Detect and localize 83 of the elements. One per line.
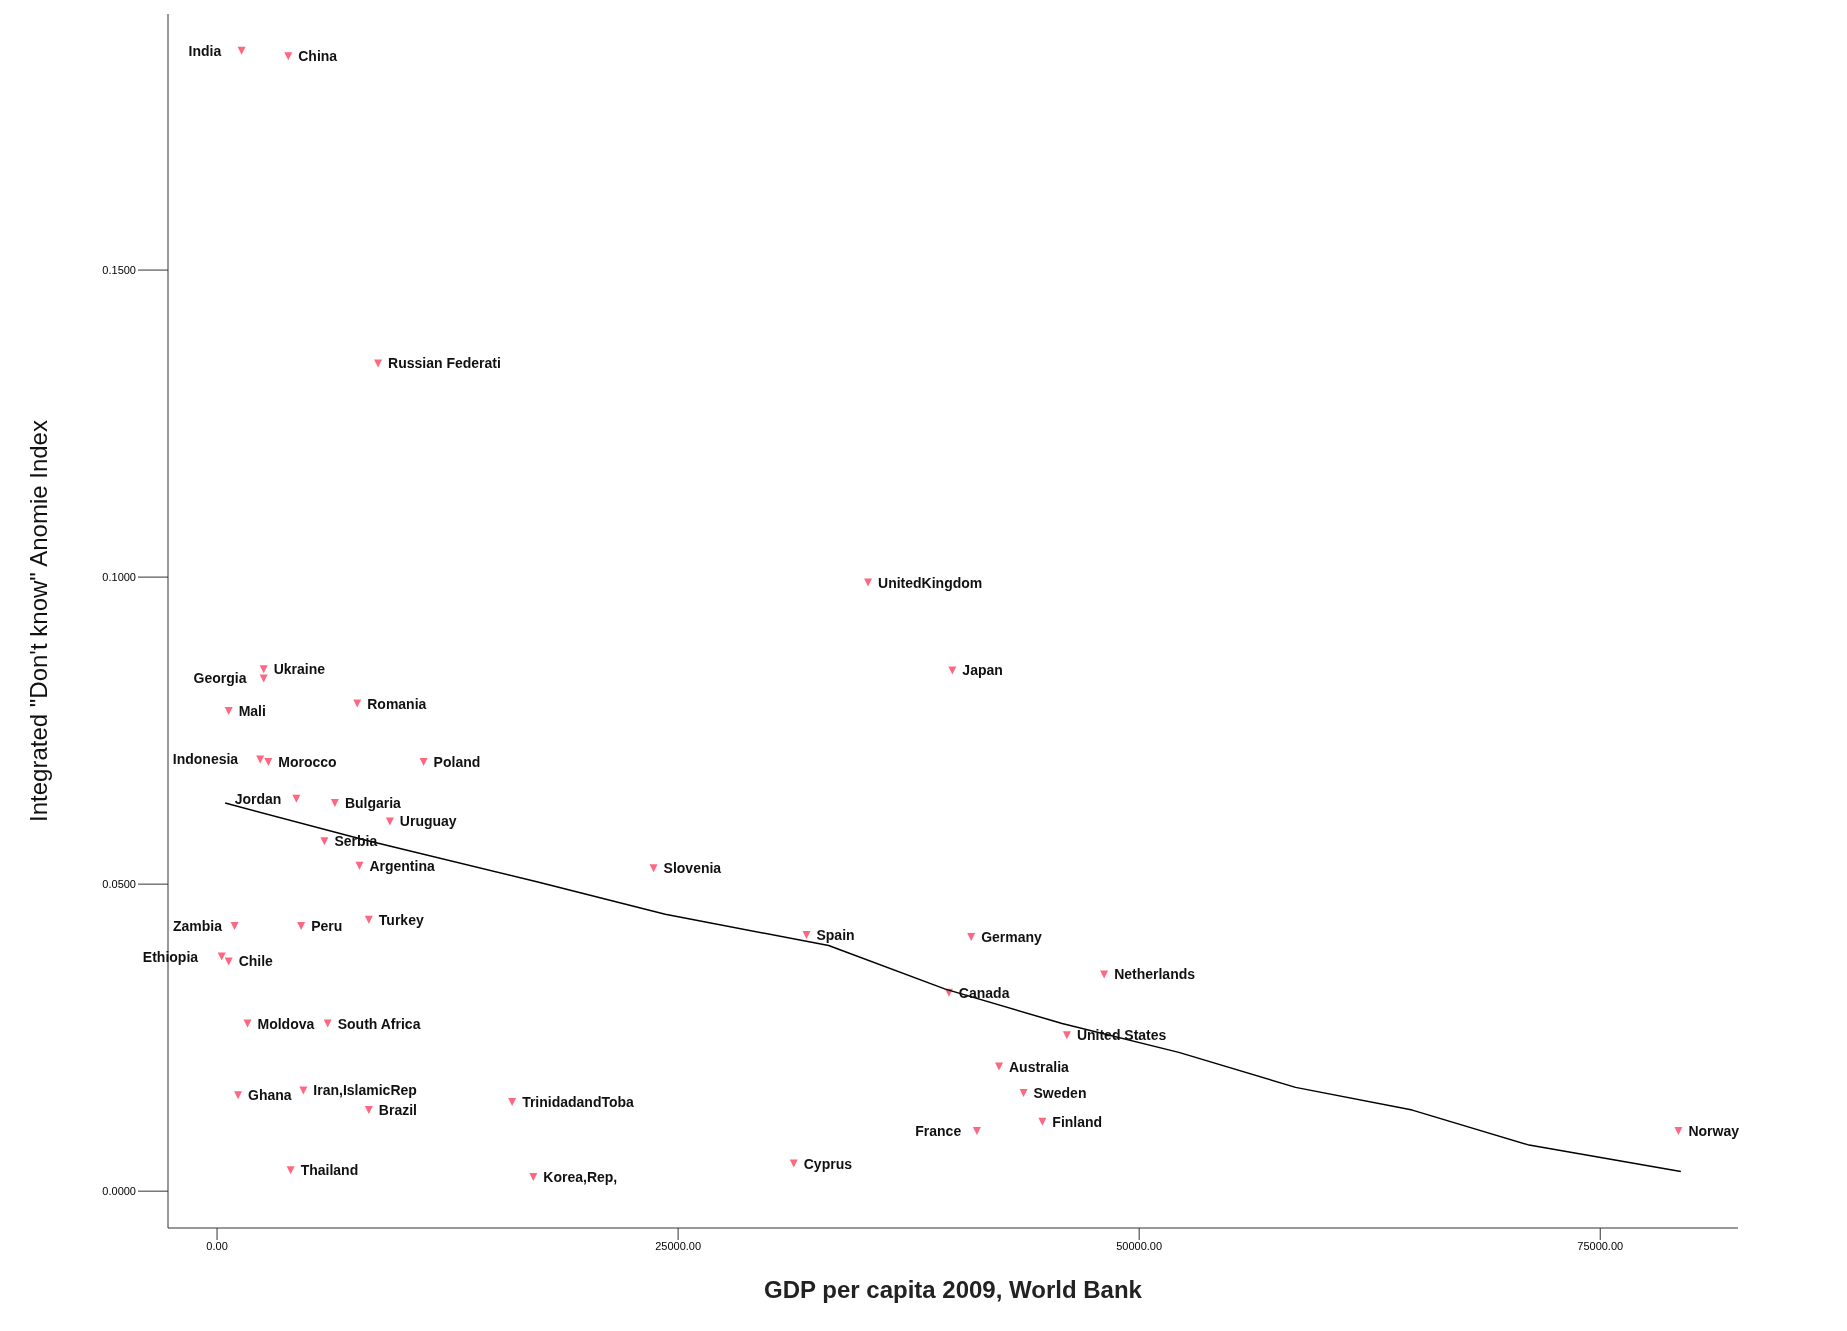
x-tick-label: 75000.00 <box>1577 1239 1624 1252</box>
point <box>1062 1031 1071 1040</box>
y-tick-label: 0.1500 <box>102 263 136 276</box>
annotation: Iran,IslamicRep <box>313 1082 417 1099</box>
annotation: Mali <box>238 702 266 719</box>
x-tick-label: 0.00 <box>206 1239 228 1252</box>
annotation: Slovenia <box>663 860 722 877</box>
annotation: UnitedKingdom <box>878 574 983 591</box>
point <box>259 674 268 683</box>
point <box>385 817 394 826</box>
point <box>529 1173 538 1182</box>
annotation: TrinidadandToba <box>522 1094 635 1111</box>
annotation: Ethiopia <box>142 948 199 965</box>
annotation: Chile <box>238 953 274 970</box>
annotation: Argentina <box>369 857 435 874</box>
annotation: Finland <box>1052 1113 1103 1130</box>
point <box>259 665 268 674</box>
annotation: Moldova <box>257 1015 315 1032</box>
annotation: Brazil <box>378 1102 417 1119</box>
annotation: Romania <box>367 695 427 712</box>
point <box>264 757 273 766</box>
annotation: Uruguay <box>399 813 457 830</box>
x-tick-label: 50000.00 <box>1116 1239 1163 1252</box>
annotation: Poland <box>433 753 481 770</box>
point <box>234 1091 243 1100</box>
annotation: Germany <box>981 928 1043 945</box>
annotation: Peru <box>311 917 343 934</box>
point <box>256 755 265 764</box>
point <box>1100 970 1109 979</box>
annotation: Korea,Rep, <box>543 1169 618 1186</box>
annotation: Australia <box>1009 1058 1070 1075</box>
x-axis-title: GDP per capita 2009, World Bank <box>764 1276 1143 1303</box>
annotation: France <box>915 1122 962 1139</box>
point <box>237 46 246 55</box>
y-tick-label: 0.1000 <box>102 571 136 583</box>
point <box>948 666 957 675</box>
annotation: Indonesia <box>172 751 239 768</box>
point <box>374 359 383 368</box>
point <box>508 1098 517 1107</box>
annotation: United States <box>1076 1027 1167 1044</box>
annotation: Canada <box>958 984 1010 1001</box>
annotation: Sweden <box>1033 1084 1087 1101</box>
annotation: Ghana <box>248 1087 292 1104</box>
annotation: Morocco <box>278 753 337 770</box>
annotation: Japan <box>962 662 1003 679</box>
annotation: Norway <box>1688 1122 1740 1139</box>
point <box>802 931 811 940</box>
point <box>299 1086 308 1095</box>
x-tick-label: 25000.00 <box>655 1239 702 1252</box>
point <box>364 1106 373 1115</box>
annotation: China <box>298 48 338 65</box>
annotation: Zambia <box>172 917 223 934</box>
annotation: Cyprus <box>803 1155 853 1172</box>
point <box>297 921 306 930</box>
point <box>419 757 428 766</box>
annotation: Jordan <box>234 790 282 807</box>
point <box>320 837 329 846</box>
point <box>1674 1126 1683 1135</box>
annotation: Spain <box>816 927 855 944</box>
annotation: India <box>188 42 222 59</box>
annotation: Ukraine <box>273 661 326 678</box>
annotation: Bulgaria <box>344 795 402 812</box>
point <box>330 799 339 808</box>
point <box>1019 1088 1028 1097</box>
point <box>355 861 364 870</box>
annotation: Turkey <box>378 911 424 928</box>
point <box>284 52 293 61</box>
annotation: Georgia <box>193 670 247 687</box>
annotation: South Africa <box>337 1015 421 1032</box>
point <box>972 1126 981 1135</box>
point <box>649 864 658 873</box>
annotation: Serbia <box>334 833 378 850</box>
point <box>230 921 239 930</box>
y-axis-title: Integrated "Don't know" Anomie Index <box>24 420 52 822</box>
point <box>286 1166 295 1175</box>
annotation: Thailand <box>300 1162 359 1179</box>
point <box>224 957 233 966</box>
point <box>224 706 233 715</box>
y-tick-label: 0.0000 <box>102 1185 136 1198</box>
annotation: Russian Federati <box>388 355 501 372</box>
annotation: Netherlands <box>1114 966 1196 983</box>
point <box>967 932 976 941</box>
y-tick-label: 0.0500 <box>102 878 136 891</box>
